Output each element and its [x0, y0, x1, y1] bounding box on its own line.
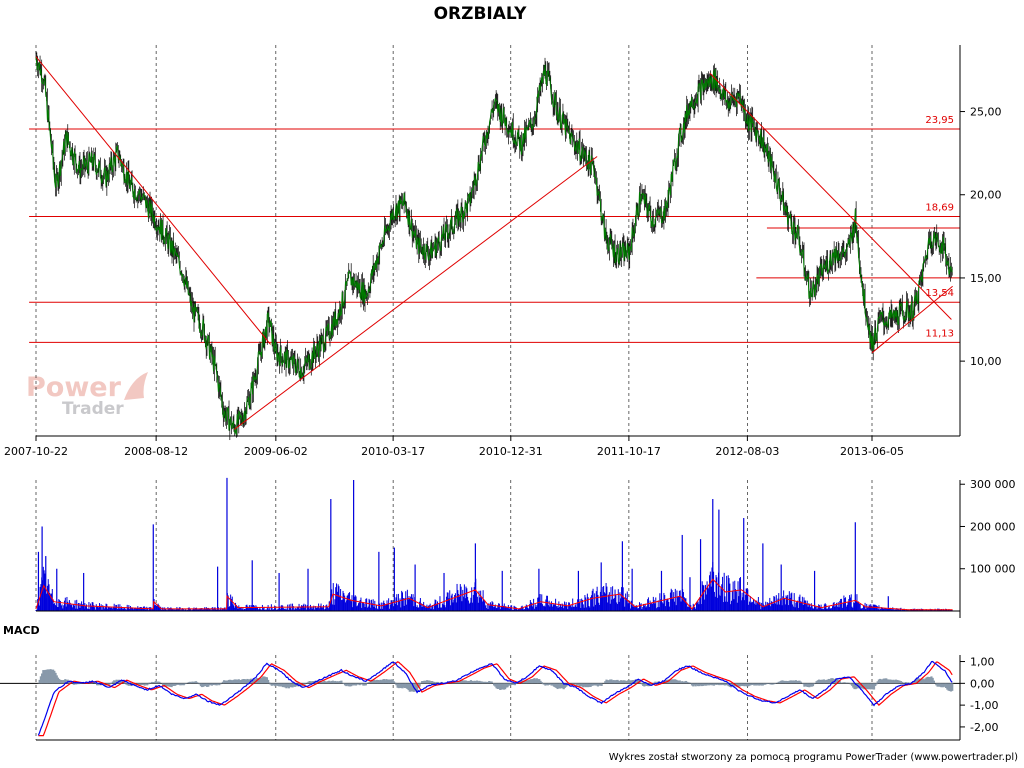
watermark-trader: Trader	[62, 399, 124, 419]
volume-axis	[36, 480, 961, 618]
x-tick-label: 2008-08-12	[124, 445, 188, 458]
macd-histogram	[37, 669, 954, 692]
macd-signal-line	[38, 661, 953, 737]
watermark-power: Power	[26, 372, 122, 403]
price-levels: 23,95 18,69 13,54 11,13	[29, 115, 960, 343]
macd-tick-label: 1,00	[970, 656, 995, 669]
x-tick-label: 2012-08-03	[715, 445, 779, 458]
volume-average-line	[35, 578, 953, 611]
x-tick-label: 2011-10-17	[597, 445, 661, 458]
trend-lines	[35, 56, 953, 430]
level-label: 11,13	[925, 328, 954, 339]
level-label: 23,95	[925, 115, 954, 126]
volume-grid: 100 000 200 000 300 000	[35, 478, 1016, 611]
trend-line	[234, 156, 598, 430]
price-axis	[36, 45, 961, 437]
volume-bars	[35, 477, 953, 611]
macd-label: MACD	[3, 624, 40, 637]
y-tick-label: 10,00	[970, 355, 1002, 368]
y-tick-label: 20,00	[970, 189, 1002, 202]
macd-tick-label: -1,00	[970, 699, 998, 712]
volume-tick-label: 300 000	[970, 478, 1016, 491]
x-tick-label: 2010-12-31	[479, 445, 543, 458]
trend-line	[35, 56, 271, 345]
macd-line	[37, 660, 953, 736]
y-tick-label: 25,00	[970, 106, 1002, 119]
volume-tick-label: 100 000	[970, 563, 1016, 576]
powertrader-watermark: Power Trader	[26, 372, 148, 419]
macd-tick-label: 0,00	[970, 677, 995, 690]
x-tick-label: 2013-06-05	[840, 445, 904, 458]
x-tick-label: 2009-06-02	[244, 445, 308, 458]
price-grid: 2007-10-22 2008-08-12 2009-06-02 2010-03-17…	[4, 45, 1002, 458]
volume-tick-label: 200 000	[970, 520, 1016, 533]
macd-grid: 1,00 0,00 -1,00 -2,00	[0, 655, 998, 740]
macd-axis	[36, 655, 961, 741]
macd-lines	[37, 660, 953, 737]
y-tick-label: 15,00	[970, 272, 1002, 285]
watermark-swoosh-icon	[124, 372, 148, 400]
price-series	[35, 51, 953, 441]
level-label: 13,54	[925, 288, 954, 299]
chart-title: ORZBIALY	[434, 4, 527, 24]
price-close-line	[35, 56, 953, 436]
footer-credit: Wykres został stworzony za pomocą progra…	[609, 752, 1018, 763]
x-tick-label: 2010-03-17	[361, 445, 425, 458]
volume-average	[35, 578, 953, 611]
level-label: 18,69	[925, 203, 954, 214]
trend-line	[871, 285, 953, 354]
trend-line	[709, 72, 952, 320]
x-tick-label: 2007-10-22	[4, 445, 68, 458]
macd-tick-label: -2,00	[970, 721, 998, 734]
